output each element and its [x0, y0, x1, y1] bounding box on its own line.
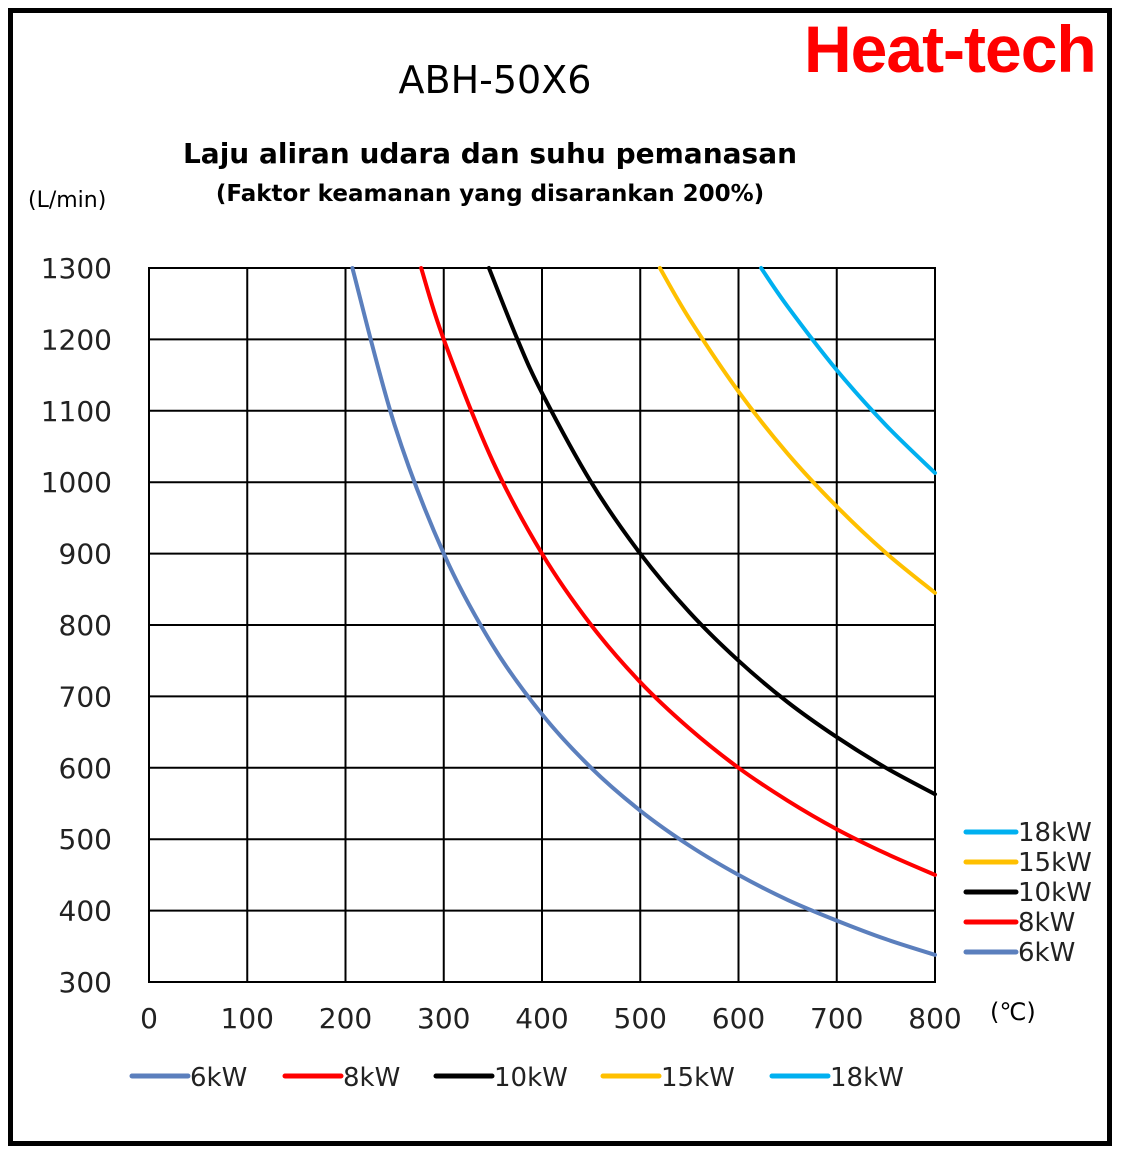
y-tick-label: 500 — [59, 823, 112, 856]
legend-label-bottom: 10kW — [494, 1063, 568, 1093]
legend-label-bottom: 15kW — [661, 1063, 735, 1093]
grid-layer — [148, 267, 936, 983]
legend-label-right: 10kW — [1018, 878, 1092, 908]
series-line-8kW — [419, 266, 937, 877]
y-tick-label: 400 — [59, 895, 112, 928]
series-layer — [350, 266, 937, 957]
series-line-18kW — [759, 266, 937, 475]
legend-label-bottom: 6kW — [190, 1063, 247, 1093]
series-line-15kW — [657, 266, 937, 595]
x-tick-label: 100 — [221, 1002, 274, 1035]
y-tick-label: 800 — [59, 609, 112, 642]
x-tick-label: 700 — [810, 1002, 863, 1035]
y-tick-label: 1300 — [41, 252, 112, 285]
y-tick-label: 300 — [59, 966, 112, 999]
y-tick-label: 1000 — [41, 466, 112, 499]
chart-title: ABH-50X6 — [398, 58, 592, 102]
y-tick-label: 900 — [59, 538, 112, 571]
x-tick-label: 0 — [140, 1002, 158, 1035]
legend-label-bottom: 8kW — [343, 1063, 400, 1093]
x-tick-label: 600 — [712, 1002, 765, 1035]
legend-label-right: 8kW — [1018, 908, 1075, 938]
y-tick-label: 1100 — [41, 395, 112, 428]
y-tick-label: 700 — [59, 680, 112, 713]
y-tick-label: 600 — [59, 752, 112, 785]
x-axis-unit: (℃) — [990, 998, 1036, 1026]
series-line-6kW — [350, 266, 937, 957]
legend-label-right: 15kW — [1018, 848, 1092, 878]
brand-logo: Heat-tech — [804, 12, 1097, 86]
legend-label-right: 18kW — [1018, 818, 1092, 848]
x-tick-label: 200 — [319, 1002, 372, 1035]
x-tick-label: 400 — [515, 1002, 568, 1035]
chart-subtitle-note: (Faktor keamanan yang disarankan 200%) — [215, 181, 765, 207]
legend-label-bottom: 18kW — [830, 1063, 904, 1093]
x-tick-label: 500 — [614, 1002, 667, 1035]
chart-subtitle: Laju aliran udara dan suhu pemanasan — [182, 137, 798, 170]
tick-layer: 0 100 200 300 400 500 600 700 800 300 400 500 600 700… — [41, 252, 962, 1035]
x-tick-label: 800 — [908, 1002, 961, 1035]
legend-label-right: 6kW — [1018, 938, 1075, 968]
y-axis-unit: (L/min) — [28, 188, 107, 213]
chart-frame — [8, 8, 1112, 1146]
series-line-10kW — [486, 266, 937, 797]
y-tick-label: 1200 — [41, 323, 112, 356]
x-tick-label: 300 — [417, 1002, 470, 1035]
